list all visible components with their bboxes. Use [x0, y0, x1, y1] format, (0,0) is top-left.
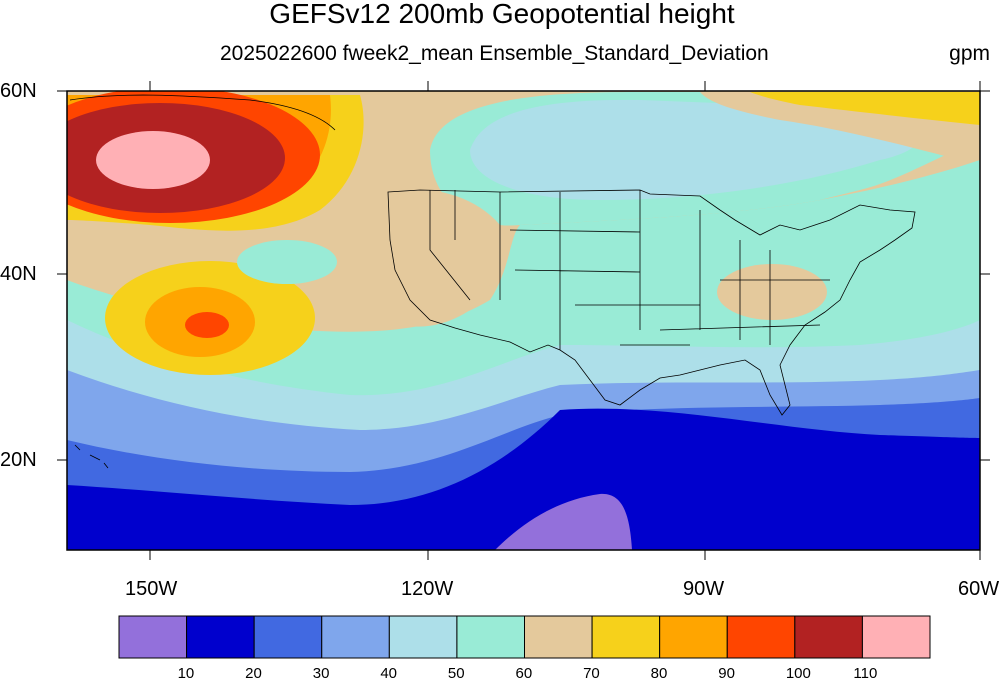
band-below-10: [495, 493, 632, 550]
colorbar-swatch: [659, 615, 728, 659]
colorbar-swatch: [321, 615, 390, 659]
axis-ticks: [57, 81, 990, 560]
lat-label-20n: 20N: [0, 449, 37, 471]
lat-label-40n: 40N: [0, 263, 37, 285]
colorbar-tick-label: 90: [718, 665, 735, 682]
colorbar-tick-label: 100: [785, 665, 811, 682]
lon-label-120w: 120W: [401, 578, 454, 600]
colorbar-swatch: [186, 615, 255, 659]
contour-field: [67, 91, 980, 550]
colorbar-tick-label: 110: [853, 665, 878, 682]
colorbar-swatch: [118, 615, 188, 659]
units-label: gpm: [949, 42, 990, 65]
colorbar-tick-label: 30: [312, 665, 330, 682]
colorbar-swatch: [591, 615, 661, 659]
colorbar-swatch: [388, 615, 458, 659]
band-110-plus-nw: [96, 131, 210, 189]
colorbar-swatch: [726, 615, 796, 659]
colorbar-swatch: [456, 615, 525, 659]
band-80-90-ne: [750, 92, 980, 125]
lon-label-150w: 150W: [125, 578, 178, 600]
lat-label-60n: 60N: [0, 80, 37, 102]
colorbar-tick-label: 50: [447, 665, 465, 682]
colorbar-tick-label: 70: [583, 665, 600, 682]
coastline: [69, 94, 916, 469]
band-90-100-mid: [185, 312, 229, 338]
colorbar-swatch: [794, 615, 863, 659]
colorbar: [118, 615, 931, 659]
lon-label-60w: 60W: [958, 578, 1000, 600]
colorbar-swatch: [861, 615, 931, 659]
map-frame: [66, 90, 981, 551]
lon-label-90w: 90W: [683, 578, 725, 600]
colorbar-swatch: [524, 615, 593, 659]
band-10-20: [67, 408, 980, 550]
colorbar-tick-label: 60: [515, 665, 533, 682]
map-subtitle: 2025022600 fweek2_mean Ensemble_Standard…: [220, 42, 769, 65]
colorbar-swatch: [253, 615, 323, 659]
band-60-70-west: [380, 188, 504, 327]
colorbar-tick-label: 10: [177, 665, 195, 682]
colorbar-tick-label: 80: [650, 665, 668, 682]
band-60-70-se: [717, 264, 827, 320]
colorbar-tick-label: 20: [245, 665, 262, 682]
colorbar-tick-label: 40: [380, 665, 398, 682]
map-title: GEFSv12 200mb Geopotential height: [269, 0, 735, 29]
band-50-60-blob: [237, 240, 337, 284]
